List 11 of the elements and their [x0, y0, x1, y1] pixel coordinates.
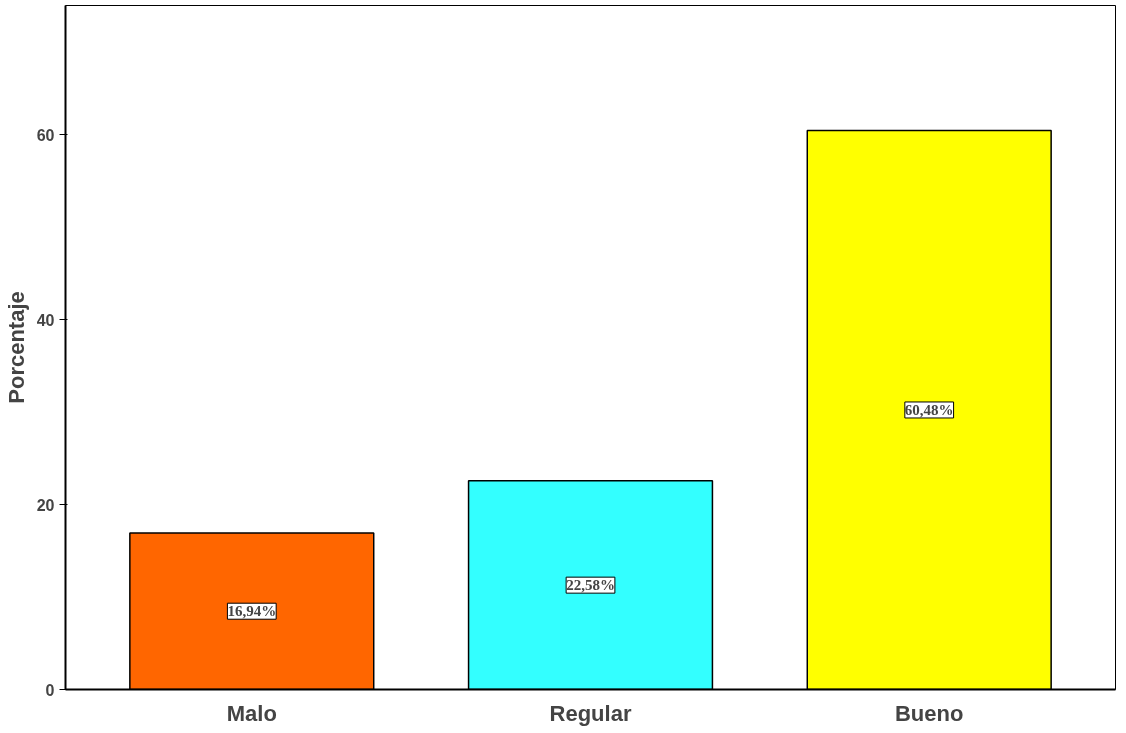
- x-tick-label: Regular: [549, 700, 632, 726]
- data-label: 60,48%: [904, 401, 954, 418]
- data-label: 16,94%: [227, 603, 277, 620]
- y-tick-label: 60: [36, 126, 55, 144]
- y-tick-label: 40: [36, 311, 55, 329]
- x-tick-label: Bueno: [894, 700, 964, 726]
- data-label: 22,58%: [566, 577, 615, 594]
- y-tick-label: 0: [45, 681, 55, 699]
- y-tick-label: 20: [36, 496, 55, 514]
- y-axis-title: Porcentaje: [3, 291, 29, 404]
- x-tick-label: Malo: [226, 700, 277, 726]
